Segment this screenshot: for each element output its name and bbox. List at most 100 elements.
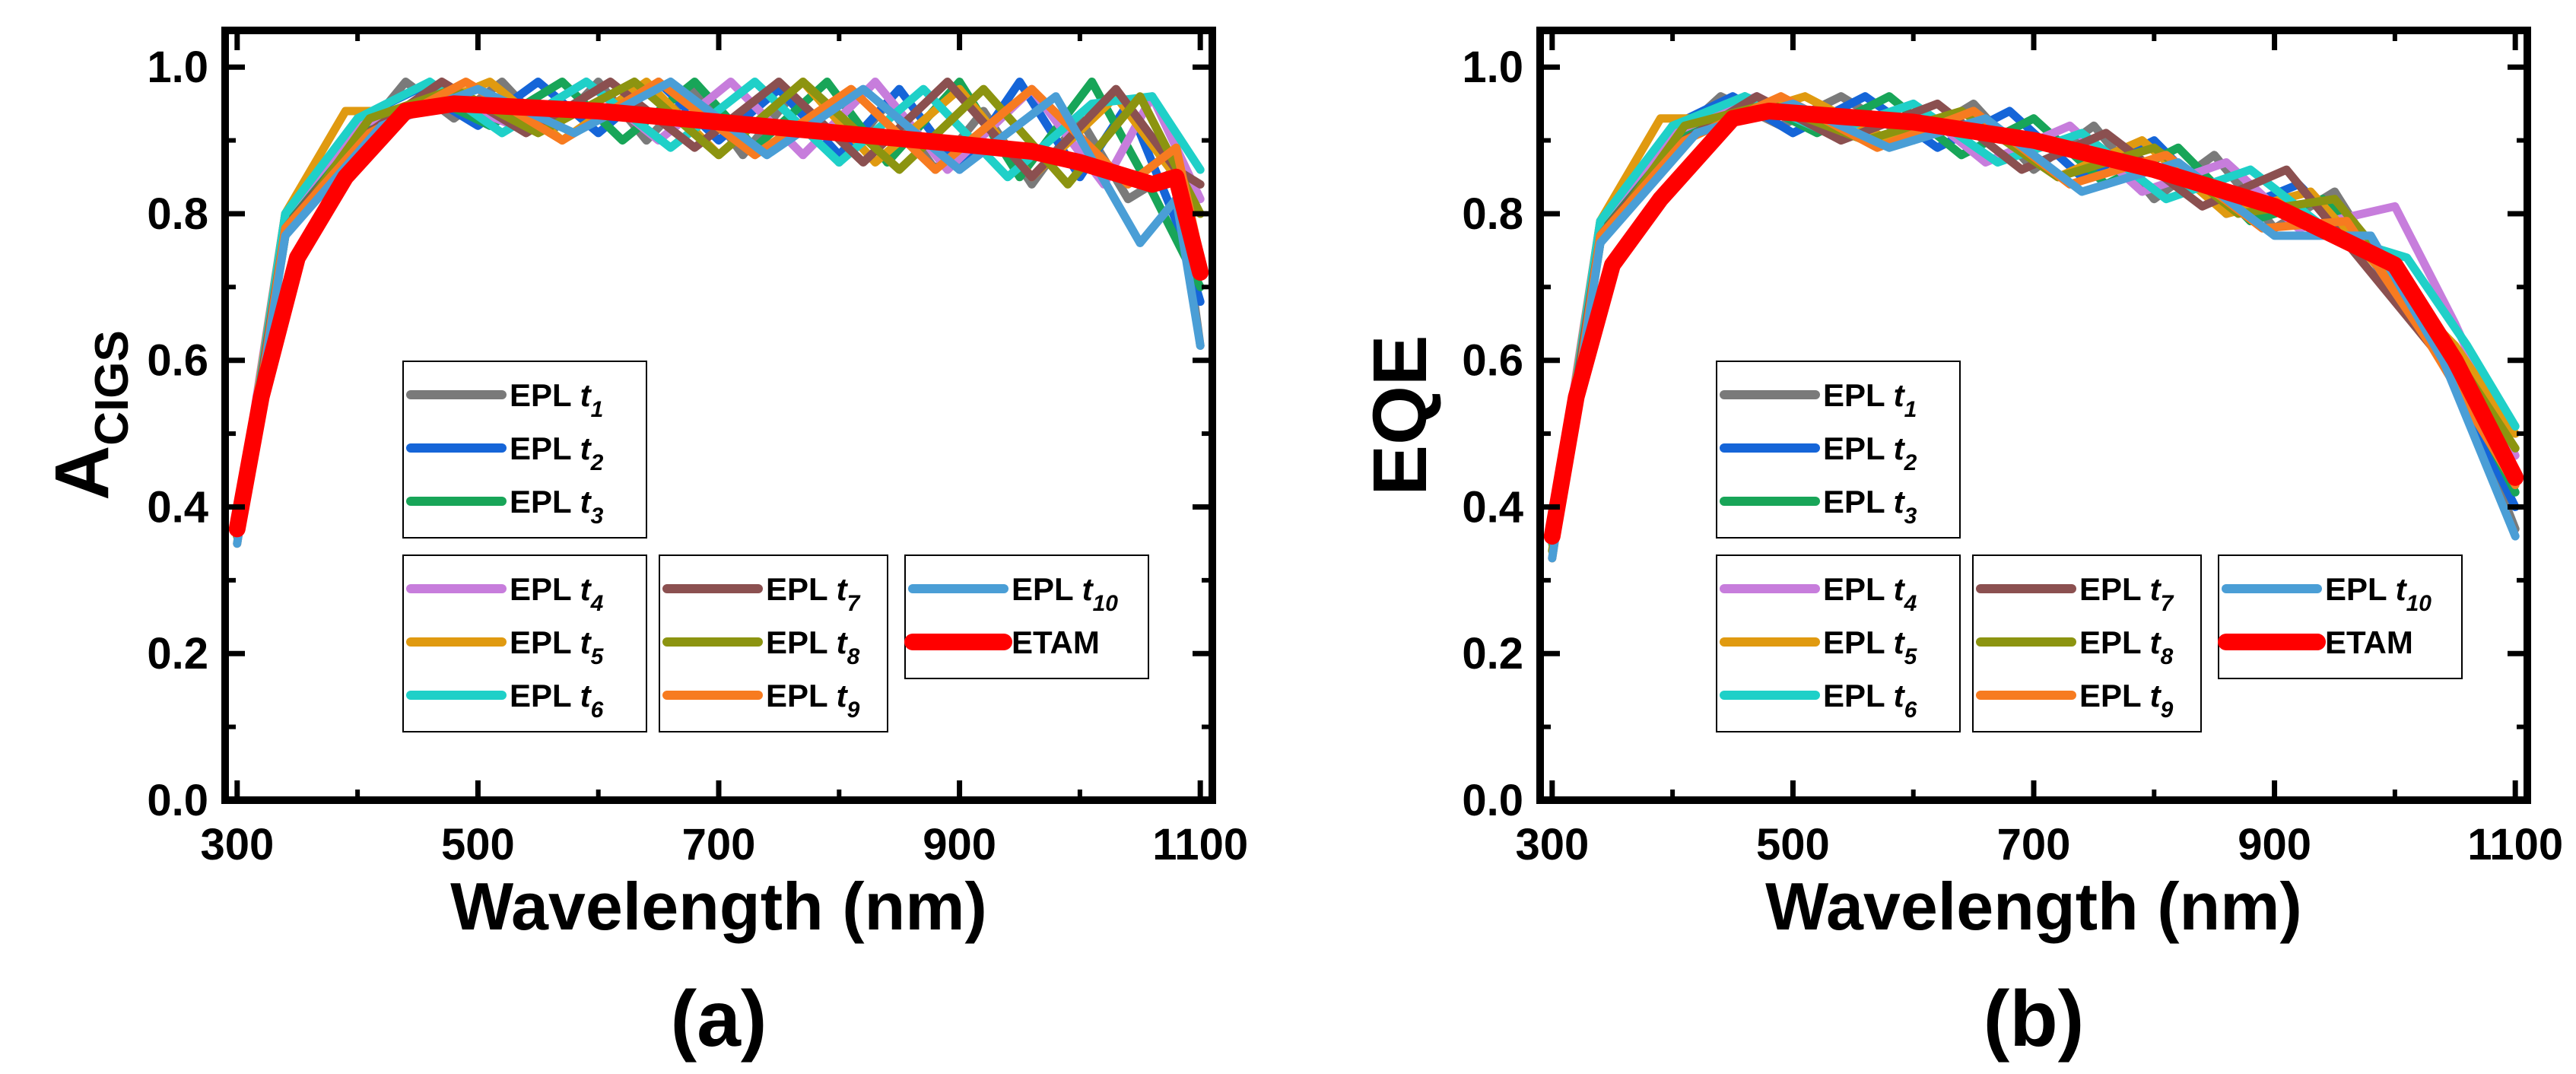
x-axis-title: Wavelength (nm) — [450, 869, 987, 944]
legend-label-main: EPL — [1823, 571, 1894, 607]
y-tick-label: 0.0 — [1462, 776, 1523, 825]
legend-label-main: EPL — [510, 377, 580, 413]
legend-label-sub: 2 — [1904, 450, 1917, 475]
legend-label-var: t — [580, 624, 592, 660]
plot-area — [1543, 92, 2524, 563]
legend-label-main: EPL — [1823, 624, 1894, 660]
x-tick-label: 700 — [1997, 820, 2071, 869]
legend-label-sub: 1 — [591, 397, 604, 422]
legend-label-sub: 6 — [591, 697, 604, 723]
x-tick-label: 1100 — [1152, 820, 1248, 869]
legend-label-sub: 5 — [1904, 644, 1918, 669]
legend-label: EPL t3 — [1823, 484, 1917, 529]
y-axis-title: ACIGS — [40, 330, 138, 500]
legend-label-main: ETAM — [1012, 624, 1100, 660]
legend-label-sub: 10 — [2406, 591, 2432, 616]
series-line-epl-t8 — [233, 78, 1205, 541]
y-tick-label: 0.0 — [147, 776, 208, 825]
legend-label: EPL t5 — [1823, 624, 1918, 669]
series-line-etam — [1543, 103, 2524, 545]
legend-label-main: ETAM — [2325, 624, 2413, 660]
x-tick-label: 300 — [200, 820, 274, 869]
panel-label: (a) — [670, 975, 767, 1063]
legend-label-main: EPL — [1012, 571, 1082, 607]
legend-label-main: EPL — [510, 431, 580, 466]
plot-area — [228, 78, 1209, 548]
legend-label-var: t — [580, 431, 592, 466]
y-tick-label: 1.0 — [1462, 43, 1523, 92]
legend-label-var: t — [1894, 678, 1906, 713]
x-tick-label: 900 — [923, 820, 996, 869]
legend-label-main: EPL — [1823, 377, 1894, 413]
y-tick-label: 0.2 — [147, 629, 208, 678]
legend-label-main: EPL — [1823, 484, 1894, 520]
legend-label-main: EPL — [2079, 624, 2150, 660]
x-tick-label: 1100 — [2467, 820, 2563, 869]
legend-label: ETAM — [1012, 624, 1100, 660]
legend-label-var: t — [1894, 431, 1906, 466]
legend-label-sub: 10 — [1093, 591, 1119, 616]
legend-label: EPL t2 — [510, 431, 604, 475]
legend-label-main: EPL — [766, 678, 837, 713]
legend-label: EPL t9 — [2079, 678, 2174, 723]
legend-label: EPL t2 — [1823, 431, 1917, 475]
legend-label-main: EPL — [1823, 678, 1894, 713]
legend-frame — [2218, 554, 2463, 679]
y-tick-label: 1.0 — [147, 43, 208, 92]
legend-label-sub: 7 — [2161, 591, 2174, 616]
legend-label-var: t — [1894, 571, 1906, 607]
legend-label-var: t — [2150, 624, 2162, 660]
legend-frame — [904, 554, 1149, 679]
legend-label: EPL t9 — [766, 678, 860, 723]
legend-label-main: EPL — [2079, 571, 2150, 607]
series-line-etam — [228, 95, 1209, 538]
legend-label-sub: 8 — [2161, 644, 2174, 669]
legend-label-main: EPL — [510, 678, 580, 713]
y-axis-title-sub: CIGS — [86, 330, 138, 446]
legend-label: EPL t1 — [1823, 377, 1917, 422]
legend-label-main: EPL — [2079, 678, 2150, 713]
legend-box-4: EPL t10 ETAM — [2218, 554, 2463, 679]
legend-label: EPL t7 — [766, 571, 861, 616]
x-axis-title: Wavelength (nm) — [1765, 869, 2302, 944]
legend-label-main: EPL — [2325, 571, 2396, 607]
y-tick-label: 0.2 — [1462, 629, 1523, 678]
legend-label-var: t — [580, 484, 592, 520]
x-tick-label: 900 — [2238, 820, 2311, 869]
legend-label-var: t — [580, 571, 592, 607]
legend-label: EPL t10 — [2325, 571, 2431, 616]
legend-label-var: t — [1894, 377, 1906, 413]
y-tick-label: 0.4 — [147, 482, 208, 532]
legend-label: EPL t3 — [510, 484, 604, 529]
legend-label: EPL t6 — [510, 678, 604, 723]
legend-label-var: t — [2150, 678, 2162, 713]
legend-label-main: EPL — [1823, 431, 1894, 466]
legend-label-sub: 9 — [2161, 697, 2174, 723]
legend-label: EPL t8 — [766, 624, 860, 669]
y-tick-label: 0.4 — [1462, 482, 1523, 532]
y-tick-label: 0.8 — [1462, 189, 1523, 239]
x-tick-label: 500 — [441, 820, 515, 869]
legend-label-var: t — [837, 624, 849, 660]
legend-label-sub: 6 — [1904, 697, 1917, 723]
legend-label-sub: 1 — [1904, 397, 1917, 422]
legend-label: EPL t7 — [2079, 571, 2174, 616]
legend-label-main: EPL — [766, 624, 837, 660]
legend-label-var: t — [2396, 571, 2408, 607]
legend-label-sub: 2 — [590, 450, 604, 475]
legend-label: EPL t10 — [1012, 571, 1118, 616]
legend-label-sub: 8 — [847, 644, 860, 669]
chart-panel-1: 300 500 700 900 1100 0.0 0.2 0.4 0.6 0.8 1.0 Wavele… — [40, 27, 1248, 1063]
y-axis-title-main: A — [40, 446, 125, 500]
chart-panel-2: 300 500 700 900 1100 0.0 0.2 0.4 0.6 0.8 1.0 Wavele… — [1358, 27, 2563, 1063]
legend-label: EPL t4 — [510, 571, 604, 616]
legend-label-main: EPL — [510, 484, 580, 520]
legend-label-var: t — [580, 377, 592, 413]
legend-box-4: EPL t10 ETAM — [904, 554, 1149, 679]
legend-label: EPL t5 — [510, 624, 605, 669]
legend-label-sub: 9 — [847, 697, 860, 723]
